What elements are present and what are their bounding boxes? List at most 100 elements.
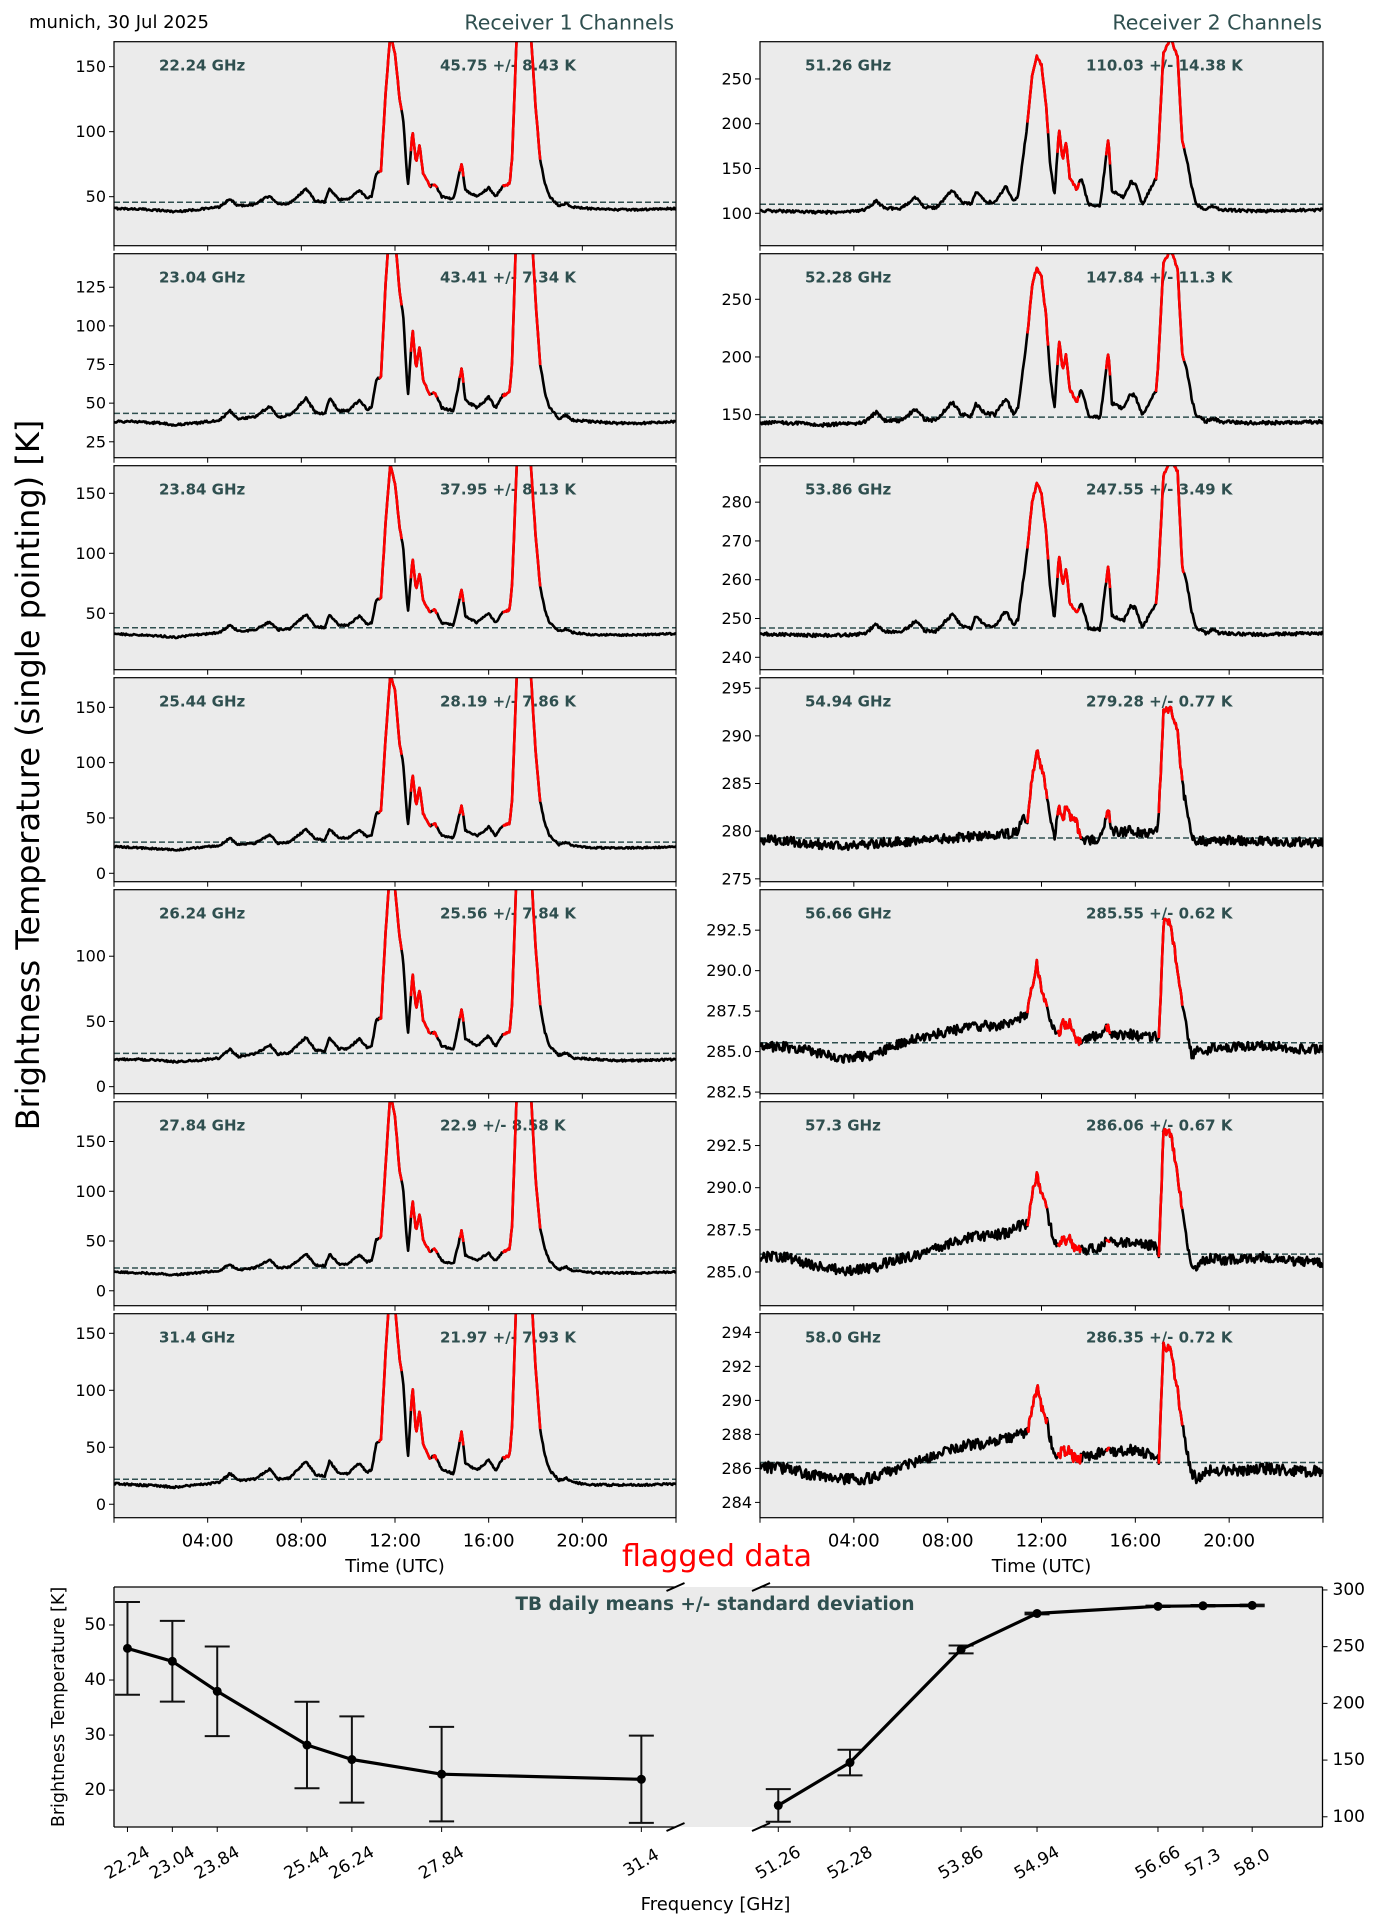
flagged-data-segment xyxy=(378,465,403,601)
y-tick-label: 282.5 xyxy=(706,1083,752,1102)
flagged-data-segment xyxy=(1154,41,1186,180)
channel-mean-std-label: 21.97 +/- 7.93 K xyxy=(440,1329,577,1347)
channel-frequency-label: 23.84 GHz xyxy=(159,481,246,499)
timeseries-panel: 150 200 250 52.28 GHz 147.84 +/- 11.3 K xyxy=(721,253,1324,463)
y-tick-label: 287.5 xyxy=(706,1220,752,1239)
flagged-data-segment xyxy=(431,1247,439,1254)
y-tick-label: 0 xyxy=(96,1077,106,1096)
y-tick-label: 300 xyxy=(1333,1580,1365,1600)
y-tick-label: 285 xyxy=(721,774,752,793)
y-tick-label: 285.0 xyxy=(706,1042,752,1061)
channel-frequency-label: 25.44 GHz xyxy=(159,693,246,711)
y-tick-label: 125 xyxy=(75,278,106,297)
flagged-data-segment xyxy=(502,1313,542,1460)
y-tick-label: 290.0 xyxy=(706,961,752,980)
y-tick-label: 150 xyxy=(75,698,106,717)
timeseries-panel: 0 50 100 150 31.4 GHz 21.97 +/- 7.93 K 04:00 08… xyxy=(75,1313,677,1552)
frequency-tick-label: 26.24 xyxy=(326,1842,378,1884)
channel-mean-std-label: 25.56 +/- 7.84 K xyxy=(440,905,577,923)
brightness-temperature-series xyxy=(114,253,676,427)
timeseries-panel: 0 50 100 26.24 GHz 25.56 +/- 7.84 K xyxy=(75,889,677,1099)
daily-means-x-axis-label: Frequency [GHz] xyxy=(641,1894,791,1915)
timeseries-panel: 50 100 150 22.24 GHz 45.75 +/- 8.43 K xyxy=(75,41,677,251)
receiver-2-x-axis-label: Time (UTC) xyxy=(991,1556,1092,1577)
x-tick-label: 16:00 xyxy=(1109,1531,1161,1552)
flagged-data-segment xyxy=(501,1101,542,1254)
y-tick-label: 250 xyxy=(721,69,752,88)
daily-mean-point xyxy=(212,1686,222,1696)
frequency-tick-label: 25.44 xyxy=(281,1842,333,1884)
flagged-data-segment xyxy=(409,1200,432,1254)
flagged-data-segment xyxy=(431,1030,439,1038)
flagged-data-legend-label: flagged data xyxy=(622,1539,812,1574)
channel-frequency-label: 31.4 GHz xyxy=(159,1329,235,1347)
flagged-data-segment xyxy=(431,1454,438,1461)
channel-frequency-label: 27.84 GHz xyxy=(159,1117,246,1135)
channel-mean-std-label: 45.75 +/- 8.43 K xyxy=(440,57,577,75)
axis-break-mark xyxy=(751,1582,771,1592)
y-tick-label: 25 xyxy=(86,432,106,451)
flagged-data-segment xyxy=(1104,139,1112,165)
x-tick-label: 04:00 xyxy=(182,1531,234,1552)
y-tick-label: 0 xyxy=(96,1281,106,1300)
daily-means-labels: TB daily means +/- standard deviation Br… xyxy=(49,1587,915,1915)
y-tick-label: 50 xyxy=(86,187,106,206)
channel-frequency-label: 51.26 GHz xyxy=(805,57,892,75)
flagged-data-segment xyxy=(458,804,465,817)
flagged-data-segment xyxy=(1056,804,1083,840)
flagged-data-segment xyxy=(409,774,432,828)
flagged-data-segment xyxy=(1056,1233,1083,1254)
y-tick-label: 100 xyxy=(721,204,752,223)
daily-mean-point xyxy=(1032,1608,1042,1618)
flagged-data-segment xyxy=(458,588,465,603)
panel-background xyxy=(760,677,1323,882)
x-tick-label: 16:00 xyxy=(463,1531,515,1552)
daily-means-y-axis-label: Brightness Temperature [K] xyxy=(49,1587,69,1827)
timeseries-panel: 100 150 200 250 51.26 GHz 110.03 +/- 14.38 K xyxy=(721,41,1324,251)
brightness-temperature-series xyxy=(114,1313,676,1490)
flagged-data-segment xyxy=(458,367,465,383)
y-tick-label: 284 xyxy=(721,1493,752,1512)
y-tick-label: 0 xyxy=(96,864,106,883)
daily-mean-point xyxy=(1198,1601,1208,1611)
y-tick-label: 50 xyxy=(84,1615,106,1635)
frequency-tick-label: 22.24 xyxy=(101,1842,153,1884)
receiver-1-x-axis-label: Time (UTC) xyxy=(344,1556,445,1577)
frequency-tick-label: 23.84 xyxy=(191,1842,243,1884)
timeseries-panel: 282.5 285.0 287.5 290.0 292.5 56.66 GHz 285.55… xyxy=(706,889,1324,1102)
y-tick-label: 100 xyxy=(75,1182,106,1201)
x-tick-label: 04:00 xyxy=(828,1531,880,1552)
flagged-data-segment xyxy=(378,889,403,1021)
daily-mean-point xyxy=(167,1656,177,1666)
channel-mean-std-label: 43.41 +/- 7.34 K xyxy=(440,269,577,287)
channel-mean-std-label: 110.03 +/- 14.38 K xyxy=(1086,57,1244,75)
y-tick-label: 286 xyxy=(721,1459,752,1478)
timeseries-panel: 25 50 75 100 125 23.04 GHz 43.41 +/- 7.34 K xyxy=(75,253,677,463)
channel-frequency-label: 23.04 GHz xyxy=(159,269,246,287)
y-tick-label: 50 xyxy=(86,1232,106,1251)
flagged-data-segment xyxy=(1026,266,1050,346)
flagged-data-segment xyxy=(1026,481,1050,560)
y-tick-label: 20 xyxy=(84,1780,106,1800)
daily-means-title: TB daily means +/- standard deviation xyxy=(515,1594,914,1615)
flagged-data-segment xyxy=(458,163,465,177)
y-tick-label: 150 xyxy=(1333,1750,1365,1770)
plot-area: 50 100 150 22.24 GHz 45.75 +/- 8.43 K 25 50 75 1… xyxy=(75,41,1365,1884)
channel-frequency-label: 53.86 GHz xyxy=(805,481,892,499)
flagged-data-segment xyxy=(377,1313,403,1443)
channel-mean-std-label: 37.95 +/- 8.13 K xyxy=(440,481,577,499)
flagged-data-segment xyxy=(409,1388,432,1460)
daily-mean-point xyxy=(347,1755,357,1765)
chart-background xyxy=(114,1587,1323,1827)
flagged-data-segment xyxy=(1056,1018,1083,1047)
y-tick-label: 280 xyxy=(721,822,752,841)
flagged-data-segment xyxy=(431,822,438,829)
flagged-data-segment xyxy=(409,973,432,1035)
flagged-data-segment xyxy=(1157,1341,1184,1464)
channel-frequency-label: 56.66 GHz xyxy=(805,905,892,923)
y-tick-label: 275 xyxy=(721,869,752,888)
frequency-tick-label: 52.28 xyxy=(824,1842,876,1884)
x-tick-label: 12:00 xyxy=(1016,1531,1068,1552)
